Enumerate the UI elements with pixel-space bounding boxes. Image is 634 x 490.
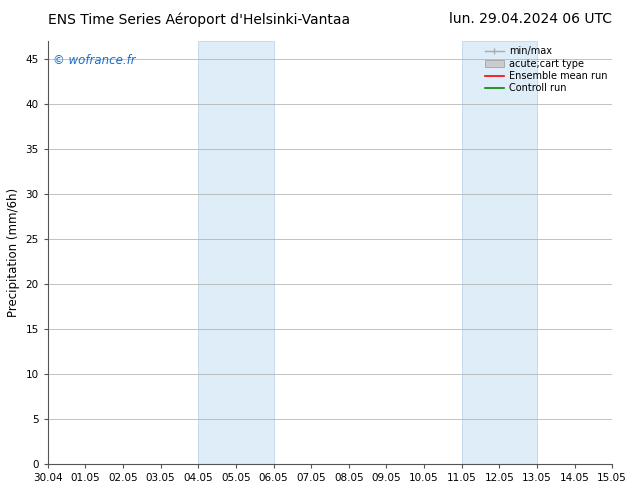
- Legend: min/max, acute;cart type, Ensemble mean run, Controll run: min/max, acute;cart type, Ensemble mean …: [484, 46, 607, 94]
- Text: lun. 29.04.2024 06 UTC: lun. 29.04.2024 06 UTC: [449, 12, 612, 26]
- Text: © wofrance.fr: © wofrance.fr: [53, 54, 136, 67]
- Y-axis label: Precipitation (mm/6h): Precipitation (mm/6h): [7, 188, 20, 317]
- Bar: [462, 41, 537, 464]
- Text: ENS Time Series Aéroport d'Helsinki-Vantaa: ENS Time Series Aéroport d'Helsinki-Vant…: [48, 12, 350, 27]
- Bar: [198, 41, 273, 464]
